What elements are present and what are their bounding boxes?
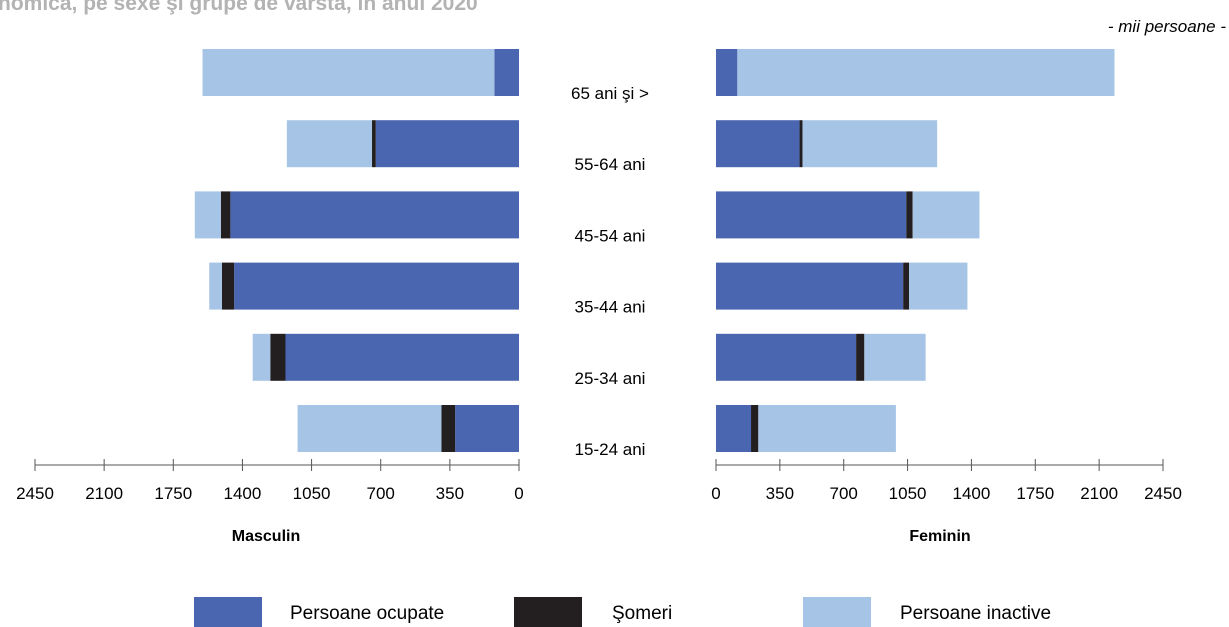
bar-feminin-persoane-inactive-25-34-ani <box>864 333 926 381</box>
bars-masculin <box>194 49 519 452</box>
category-label-45-54-ani: 45-54 ani <box>575 226 646 245</box>
tick-label-feminin-0: 0 <box>711 484 720 503</box>
tick-label-feminin-2100: 2100 <box>1080 484 1118 503</box>
tick-label-masculin-2450: 2450 <box>16 484 54 503</box>
tick-label-masculin-700: 700 <box>367 484 395 503</box>
tick-label-masculin-1050: 1050 <box>293 484 331 503</box>
bar-feminin-persoane-inactive-35-44-ani <box>909 262 968 310</box>
bar-feminin-persoane-ocupate-35-44-ani <box>716 262 904 310</box>
chart-title: nomică, pe sexe şi grupe de vârstă, în a… <box>0 0 478 15</box>
bar-feminin-someri-35-44-ani <box>903 262 910 310</box>
tick-label-feminin-350: 350 <box>766 484 794 503</box>
tick-label-feminin-1400: 1400 <box>953 484 991 503</box>
tick-label-feminin-2450: 2450 <box>1144 484 1182 503</box>
bar-feminin-someri-15-24-ani <box>751 405 759 452</box>
bar-feminin-persoane-inactive-45-54-ani <box>912 191 980 239</box>
tick-label-masculin-2100: 2100 <box>85 484 123 503</box>
legend-label-ocupate: Persoane ocupate <box>290 603 444 624</box>
bar-masculin-persoane-ocupate-55-64-ani <box>375 120 519 168</box>
tick-label-feminin-700: 700 <box>830 484 858 503</box>
panel-label-masculin: Masculin <box>232 528 300 545</box>
ticks-feminin: 0 350 700 1050 1400 1750 2100 2450 <box>711 459 1182 503</box>
bar-feminin-persoane-inactive-65-ani-si <box>737 49 1115 96</box>
bar-feminin-someri-25-34-ani <box>856 333 865 381</box>
bar-masculin-someri-45-54-ani <box>220 191 231 239</box>
unit-label: - mii persoane - <box>1108 17 1226 36</box>
tick-label-feminin-1050: 1050 <box>889 484 927 503</box>
bar-masculin-persoane-inactive-45-54-ani <box>194 191 221 239</box>
bar-masculin-persoane-inactive-35-44-ani <box>209 262 222 310</box>
bar-feminin-persoane-inactive-55-64-ani <box>802 120 938 168</box>
bar-feminin-someri-45-54-ani <box>906 191 913 239</box>
tick-label-feminin-1750: 1750 <box>1016 484 1054 503</box>
bar-masculin-someri-35-44-ani <box>221 262 235 310</box>
legend-label-inactive: Persoane inactive <box>900 603 1051 624</box>
bar-feminin-persoane-ocupate-45-54-ani <box>716 191 907 239</box>
bar-masculin-persoane-inactive-55-64-ani <box>286 120 373 168</box>
legend-swatch-someri <box>514 597 582 627</box>
bar-feminin-someri-55-64-ani <box>799 120 803 168</box>
bar-feminin-persoane-ocupate-15-24-ani <box>716 405 752 452</box>
category-label-35-44-ani: 35-44 ani <box>575 298 646 317</box>
ticks-masculin: 0 350 700 1050 1400 1750 2100 2450 <box>16 459 524 503</box>
panel-label-feminin: Feminin <box>909 528 970 545</box>
bar-masculin-someri-15-24-ani <box>441 405 456 452</box>
bar-feminin-persoane-ocupate-65-ani-si <box>716 49 738 96</box>
category-label-55-64-ani: 55-64 ani <box>575 155 646 174</box>
legend: Persoane ocupate Şomeri Persoane inactiv… <box>194 597 1051 627</box>
legend-swatch-ocupate <box>194 597 262 627</box>
bar-masculin-persoane-inactive-65-ani-si <box>202 49 495 96</box>
category-label-65-ani-si: 65 ani şi > <box>571 84 649 103</box>
tick-label-masculin-1400: 1400 <box>224 484 262 503</box>
category-label-15-24-ani: 15-24 ani <box>575 440 646 459</box>
bar-masculin-someri-25-34-ani <box>270 333 286 381</box>
tick-label-masculin-0: 0 <box>514 484 523 503</box>
bar-masculin-persoane-inactive-25-34-ani <box>252 333 271 381</box>
category-labels: 15-24 ani 25-34 ani 35-44 ani 45-54 ani 55-6… <box>571 84 649 459</box>
bar-feminin-persoane-ocupate-25-34-ani <box>716 333 857 381</box>
bar-masculin-persoane-ocupate-15-24-ani <box>455 405 519 452</box>
legend-swatch-inactive <box>803 597 871 627</box>
category-label-25-34-ani: 25-34 ani <box>575 369 646 388</box>
bar-masculin-persoane-ocupate-35-44-ani <box>234 262 519 310</box>
bar-feminin-persoane-inactive-15-24-ani <box>758 405 896 452</box>
bar-masculin-persoane-ocupate-65-ani-si <box>494 49 519 96</box>
bar-masculin-persoane-inactive-15-24-ani <box>297 405 442 452</box>
tick-label-masculin-350: 350 <box>436 484 464 503</box>
legend-label-someri: Şomeri <box>612 603 672 624</box>
tick-label-masculin-1750: 1750 <box>154 484 192 503</box>
bar-masculin-persoane-ocupate-45-54-ani <box>230 191 519 239</box>
bar-masculin-persoane-ocupate-25-34-ani <box>285 333 519 381</box>
bar-feminin-persoane-ocupate-55-64-ani <box>716 120 800 168</box>
bars-feminin <box>716 49 1115 452</box>
bar-masculin-someri-55-64-ani <box>372 120 376 168</box>
